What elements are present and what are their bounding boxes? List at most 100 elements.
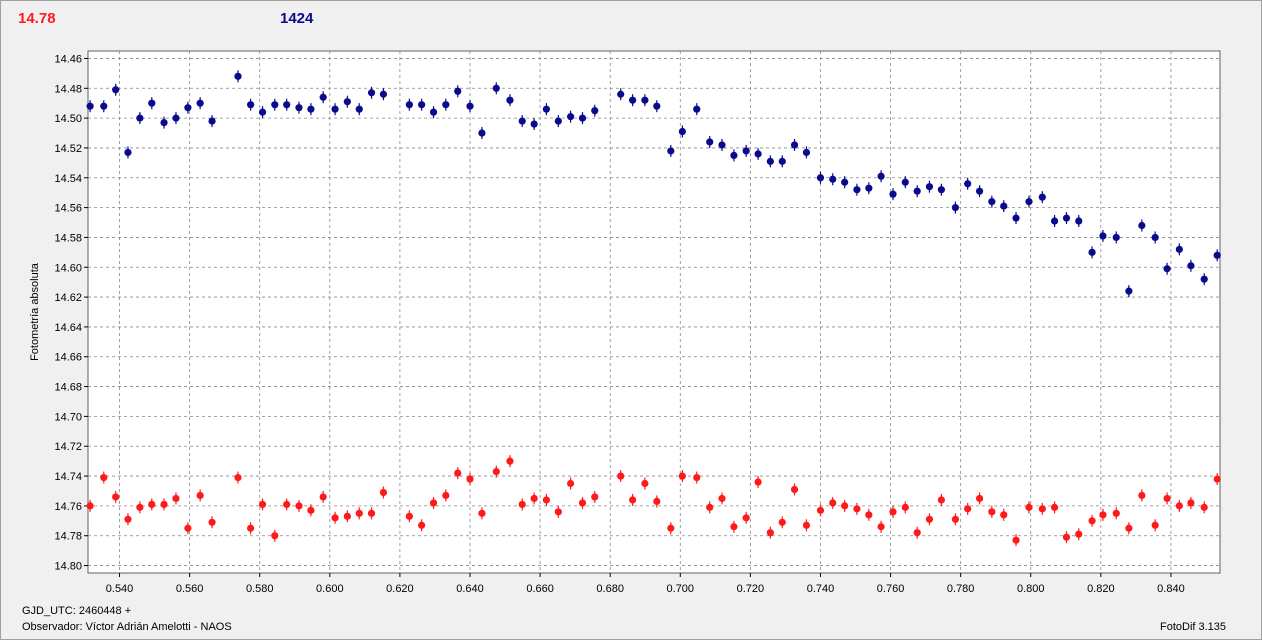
data-point (841, 178, 849, 186)
data-point (184, 524, 192, 532)
data-point (542, 496, 551, 504)
data-point (1038, 193, 1046, 201)
data-point (667, 524, 675, 532)
data-point (1062, 214, 1071, 222)
data-point (766, 157, 774, 165)
data-point (629, 496, 637, 504)
y-tick-label: 14.72 (54, 441, 82, 453)
data-point (1050, 503, 1059, 511)
data-point (1138, 491, 1146, 500)
data-point (617, 90, 625, 98)
data-point (730, 151, 738, 159)
x-tick-label: 0.620 (386, 583, 414, 595)
y-tick-label: 14.56 (54, 203, 82, 215)
data-point (367, 89, 376, 97)
data-point (778, 157, 786, 165)
data-point (925, 515, 934, 523)
data-point (1000, 202, 1008, 210)
y-tick-label: 14.80 (54, 561, 82, 573)
data-point (506, 457, 514, 465)
data-point (148, 500, 156, 508)
data-point (343, 98, 351, 106)
y-tick-label: 14.60 (54, 262, 82, 274)
data-point (172, 494, 180, 503)
data-point (641, 96, 649, 104)
data-point (578, 114, 587, 122)
y-axis-label: Fotometría absoluta (29, 262, 41, 361)
data-point (418, 101, 426, 109)
x-tick-label: 0.820 (1087, 583, 1115, 595)
data-point (937, 186, 945, 194)
data-point (1062, 533, 1071, 541)
data-point (988, 198, 996, 206)
data-point (937, 496, 945, 504)
observer-credit: Observador: Víctor Adrián Amelotti - NAO… (22, 621, 232, 633)
data-point (478, 509, 486, 517)
data-point (629, 96, 637, 104)
data-point (136, 114, 144, 122)
data-point (283, 500, 291, 508)
y-tick-label: 14.58 (54, 232, 82, 244)
data-point (442, 101, 450, 109)
data-point (693, 105, 701, 113)
data-point (877, 523, 885, 531)
data-point (1025, 198, 1033, 206)
x-tick-label: 0.580 (246, 583, 274, 595)
x-tick-label: 0.720 (737, 583, 765, 595)
data-point (913, 187, 921, 195)
data-point (1213, 475, 1221, 483)
data-point (718, 141, 726, 149)
data-point (964, 180, 972, 188)
data-point (742, 514, 750, 522)
data-point (429, 108, 438, 116)
data-point (271, 532, 279, 540)
series-red (86, 455, 1221, 547)
data-point (258, 500, 267, 508)
data-point (295, 502, 303, 510)
data-point (578, 499, 587, 507)
y-tick-label: 14.46 (54, 53, 82, 65)
data-point (112, 86, 120, 94)
data-point (466, 475, 474, 483)
data-point (841, 502, 849, 510)
data-point (718, 494, 726, 503)
software-version: FotoDif 3.135 (1160, 621, 1227, 633)
data-point (617, 472, 625, 480)
data-point (678, 472, 686, 480)
data-point (1012, 214, 1020, 222)
data-point (208, 117, 216, 125)
data-point (951, 515, 959, 523)
y-tick-label: 14.70 (54, 411, 82, 423)
data-point (790, 141, 799, 149)
data-point (492, 84, 500, 92)
data-point (1200, 503, 1208, 511)
data-point (112, 493, 120, 501)
data-point (889, 508, 897, 516)
data-point (530, 494, 538, 503)
data-point (307, 506, 315, 514)
data-point (160, 500, 168, 508)
x-tick-label: 0.780 (947, 583, 975, 595)
y-tick-label: 14.52 (54, 143, 82, 155)
data-point (742, 147, 750, 155)
data-point (901, 503, 909, 511)
x-tick-label: 0.760 (877, 583, 905, 595)
data-point (258, 108, 267, 116)
data-point (754, 478, 762, 486)
data-point (1175, 502, 1183, 510)
data-point (641, 479, 649, 488)
data-point (693, 473, 701, 482)
data-point (653, 102, 661, 110)
data-point (1000, 511, 1008, 519)
data-point (379, 90, 388, 98)
data-point (1112, 509, 1120, 517)
data-point (766, 529, 774, 537)
y-tick-label: 14.66 (54, 352, 82, 364)
data-point (86, 102, 94, 110)
x-tick-label: 0.660 (526, 583, 554, 595)
data-point (1187, 262, 1195, 270)
data-point (355, 105, 363, 113)
data-point (554, 508, 562, 516)
data-point (234, 473, 242, 482)
x-tick-label: 0.640 (456, 583, 484, 595)
